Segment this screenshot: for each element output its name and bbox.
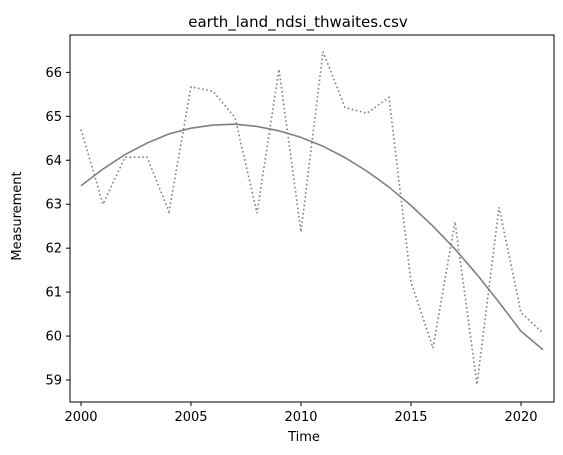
- y-tick-label: 63: [45, 198, 62, 213]
- series-line-1: [80, 51, 544, 385]
- x-tick-label: 2005: [174, 410, 207, 425]
- y-tick-label: 59: [45, 374, 62, 389]
- y-tick-label: 62: [45, 242, 62, 257]
- series-line-2: [80, 123, 544, 351]
- x-axis-label: Time: [287, 430, 320, 445]
- y-tick-label: 65: [45, 110, 62, 125]
- y-tick-label: 64: [45, 154, 62, 169]
- x-tick-label: 2015: [394, 410, 427, 425]
- x-tick-label: 2020: [504, 410, 537, 425]
- y-axis-label: Measurement: [10, 171, 25, 260]
- y-tick-label: 66: [45, 66, 62, 81]
- y-tick-label: 60: [45, 330, 62, 345]
- y-tick-label: 61: [45, 286, 62, 301]
- x-tick-label: 2010: [284, 410, 317, 425]
- axes-frame: [69, 34, 555, 403]
- plot-area: 2000 2005 2010 2015 2020 59 60 61 62 63 64 65 66: [45, 34, 555, 425]
- chart-title: earth_land_ndsi_thwaites.csv: [188, 13, 408, 32]
- x-tick-label: 2000: [64, 410, 97, 425]
